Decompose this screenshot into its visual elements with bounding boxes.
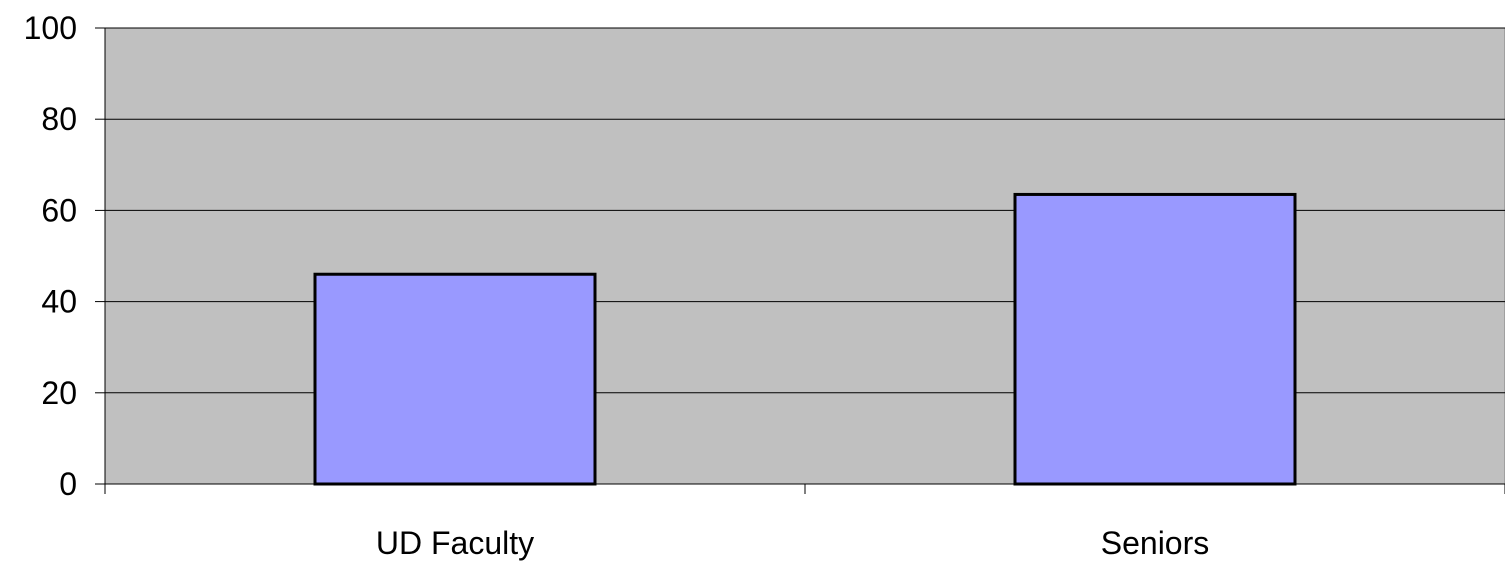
bars <box>313 192 1297 486</box>
axis-labels: 0 20 40 60 80 100 UD Faculty Seniors <box>24 10 1210 561</box>
y-tick-label: 40 <box>41 284 77 320</box>
y-tick-label: 20 <box>41 375 77 411</box>
y-tick-label: 60 <box>41 192 77 228</box>
y-tick-label: 100 <box>24 10 77 46</box>
y-tick-label: 0 <box>59 466 77 502</box>
y-tick-label: 80 <box>41 101 77 137</box>
axes <box>95 27 1505 494</box>
x-category-label: UD Faculty <box>376 525 534 561</box>
bar-ud-faculty <box>313 272 597 486</box>
x-category-label: Seniors <box>1101 525 1210 561</box>
bar-seniors <box>1013 192 1297 486</box>
